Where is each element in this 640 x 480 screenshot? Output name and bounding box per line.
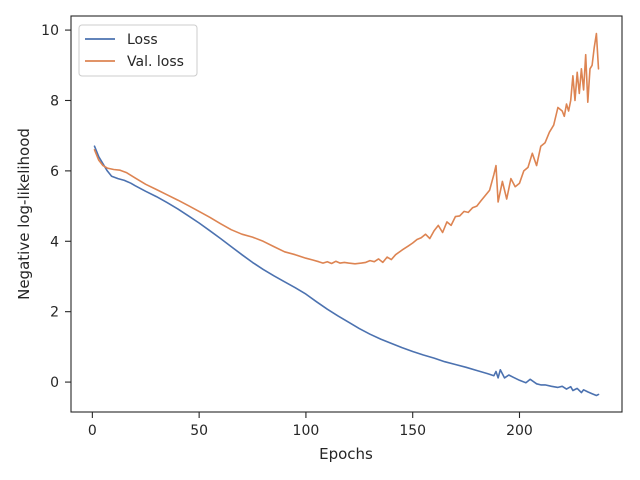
- y-axis-label: Negative log-likelihood: [15, 128, 33, 300]
- y-tick-label: 4: [50, 234, 59, 250]
- y-tick-label: 6: [50, 164, 59, 180]
- x-tick-label: 50: [190, 423, 208, 439]
- x-axis-label: Epochs: [319, 445, 373, 463]
- y-tick-label: 2: [50, 305, 59, 321]
- legend-label-val-loss: Val. loss: [127, 54, 184, 70]
- y-tick-label: 0: [50, 375, 59, 391]
- legend: Loss Val. loss: [78, 24, 198, 77]
- plot-frame: [70, 15, 623, 413]
- series-line-val-loss: [93, 32, 600, 265]
- x-tick-label: 100: [293, 423, 320, 439]
- x-tick-label: 200: [506, 423, 533, 439]
- legend-label-loss: Loss: [127, 32, 158, 48]
- y-tick-label: 8: [50, 93, 59, 109]
- series-line-loss: [93, 145, 600, 397]
- y-tick-label: 10: [41, 23, 59, 39]
- x-tick-label: 150: [399, 423, 426, 439]
- x-axis-ticks: 0 50 100 150 200: [88, 412, 533, 439]
- legend-box: [78, 24, 198, 77]
- plot-lines: [93, 32, 600, 397]
- x-tick-label: 0: [88, 423, 97, 439]
- y-axis-ticks: 0 2 4 6 8 10: [41, 23, 71, 391]
